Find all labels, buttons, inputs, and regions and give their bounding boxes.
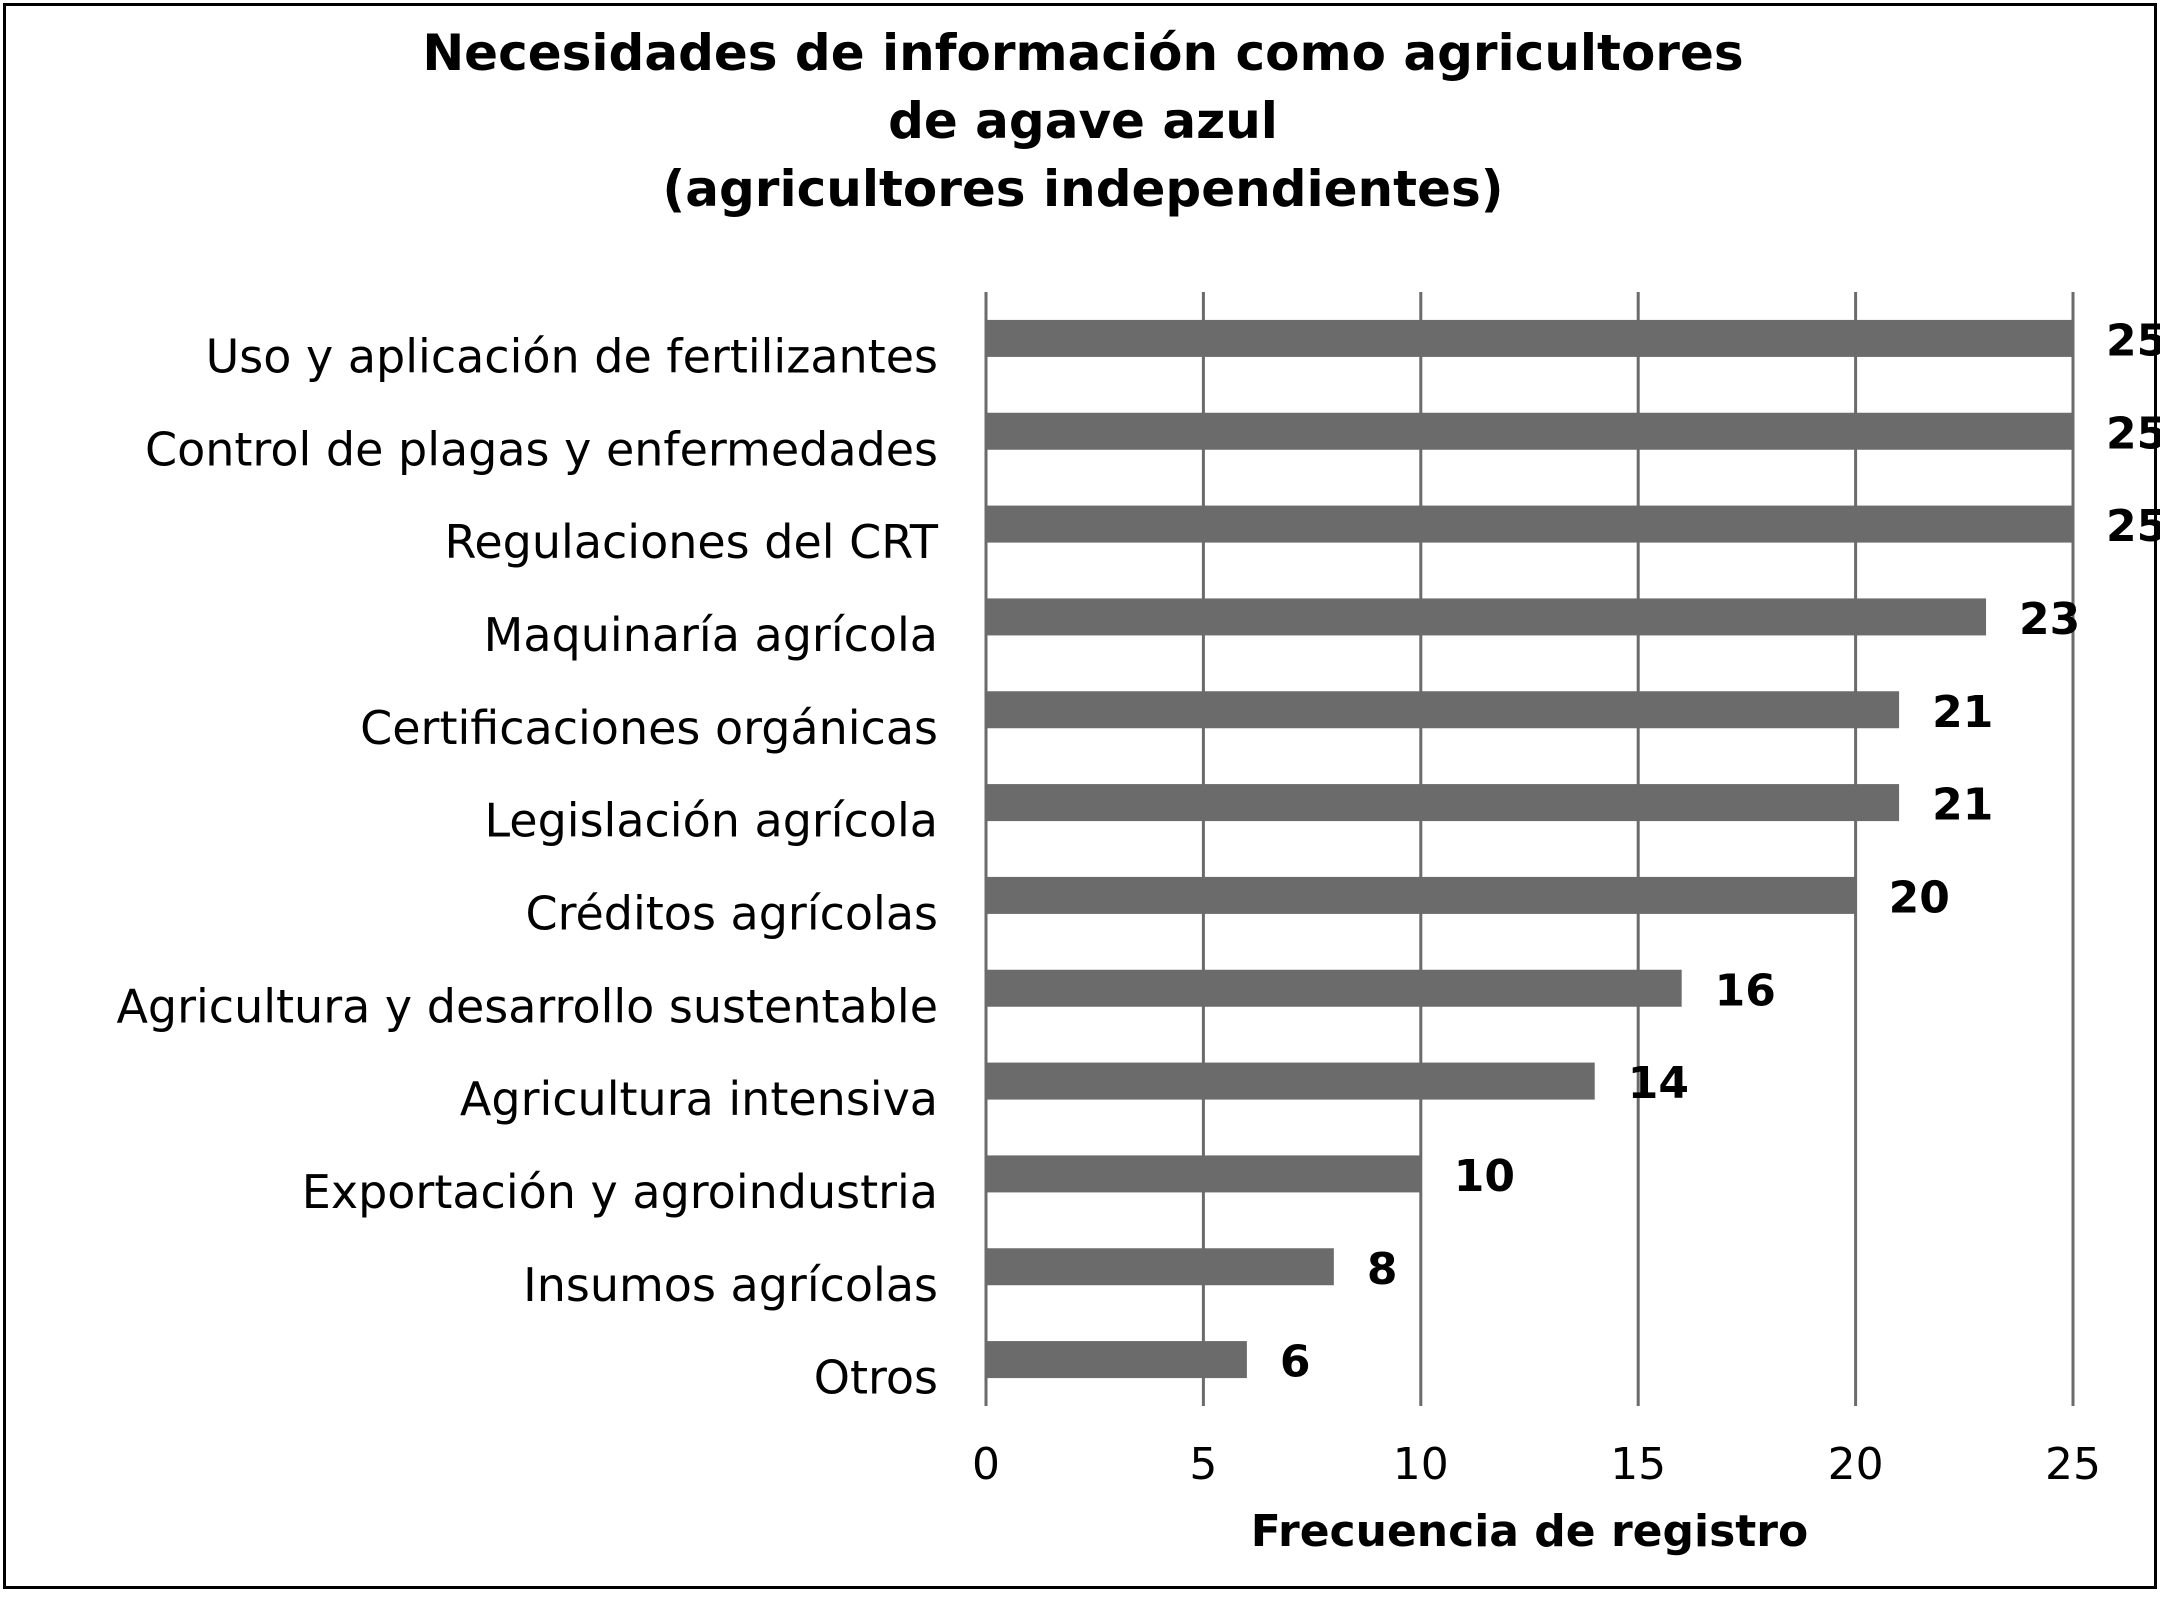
x-tick-label: 25 xyxy=(2045,1439,2101,1490)
bar xyxy=(986,691,1900,729)
category-label: Otros xyxy=(814,1351,938,1405)
data-label: 25 xyxy=(2106,501,2160,552)
data-label: 23 xyxy=(2019,594,2080,645)
category-label: Insumos agrícolas xyxy=(523,1258,938,1312)
bar xyxy=(986,1155,1421,1193)
chart-frame: Necesidades de información como agricult… xyxy=(3,3,2160,1589)
x-tick-label: 15 xyxy=(1610,1439,1666,1490)
x-tick-label: 10 xyxy=(1393,1439,1449,1490)
data-label: 20 xyxy=(1889,872,1950,923)
category-label: Agricultura intensiva xyxy=(460,1072,938,1126)
bar xyxy=(986,876,1856,914)
bar xyxy=(986,969,1682,1007)
category-label: Uso y aplicación de fertilizantes xyxy=(206,329,938,383)
chart-title-line-2: de agave azul xyxy=(888,92,1278,150)
x-tick-label: 20 xyxy=(1828,1439,1884,1490)
bar xyxy=(986,412,2073,450)
bar xyxy=(986,598,1987,636)
bar xyxy=(986,505,2073,543)
bar-chart: 0 5 10 15 20 25 Uso y aplicación de fertilizan… xyxy=(116,292,2160,1557)
bar xyxy=(986,1248,1334,1286)
data-label: 14 xyxy=(1628,1058,1689,1109)
chart-title-line-3: (agricultores independientes) xyxy=(662,160,1504,218)
bar xyxy=(986,1062,1595,1100)
category-label: Agricultura y desarrollo sustentable xyxy=(116,979,938,1033)
category-label: Control de plagas y enfermedades xyxy=(145,422,938,476)
category-label: Regulaciones del CRT xyxy=(444,515,938,569)
x-axis-title: Frecuencia de registro xyxy=(1251,1506,1808,1557)
bar xyxy=(986,1341,1247,1379)
data-label: 21 xyxy=(1932,780,1993,831)
bar xyxy=(986,784,1900,822)
data-label: 6 xyxy=(1280,1337,1311,1388)
x-tick-label: 0 xyxy=(972,1439,1000,1490)
data-label: 8 xyxy=(1367,1244,1398,1295)
x-tick-label: 5 xyxy=(1189,1439,1217,1490)
category-label: Legislación agrícola xyxy=(484,794,938,848)
data-label: 10 xyxy=(1454,1151,1515,1202)
category-label: Maquinaría agrícola xyxy=(484,608,938,662)
category-label: Créditos agrícolas xyxy=(525,886,938,940)
bar xyxy=(986,319,2073,357)
data-label: 25 xyxy=(2106,315,2160,366)
data-label: 16 xyxy=(1715,965,1776,1016)
category-label: Certificaciones orgánicas xyxy=(360,701,938,755)
category-label: Exportación y agroindustria xyxy=(302,1165,938,1219)
chart-title-line-1: Necesidades de información como agricult… xyxy=(422,24,1744,82)
data-label: 25 xyxy=(2106,408,2160,459)
data-label: 21 xyxy=(1932,687,1993,738)
